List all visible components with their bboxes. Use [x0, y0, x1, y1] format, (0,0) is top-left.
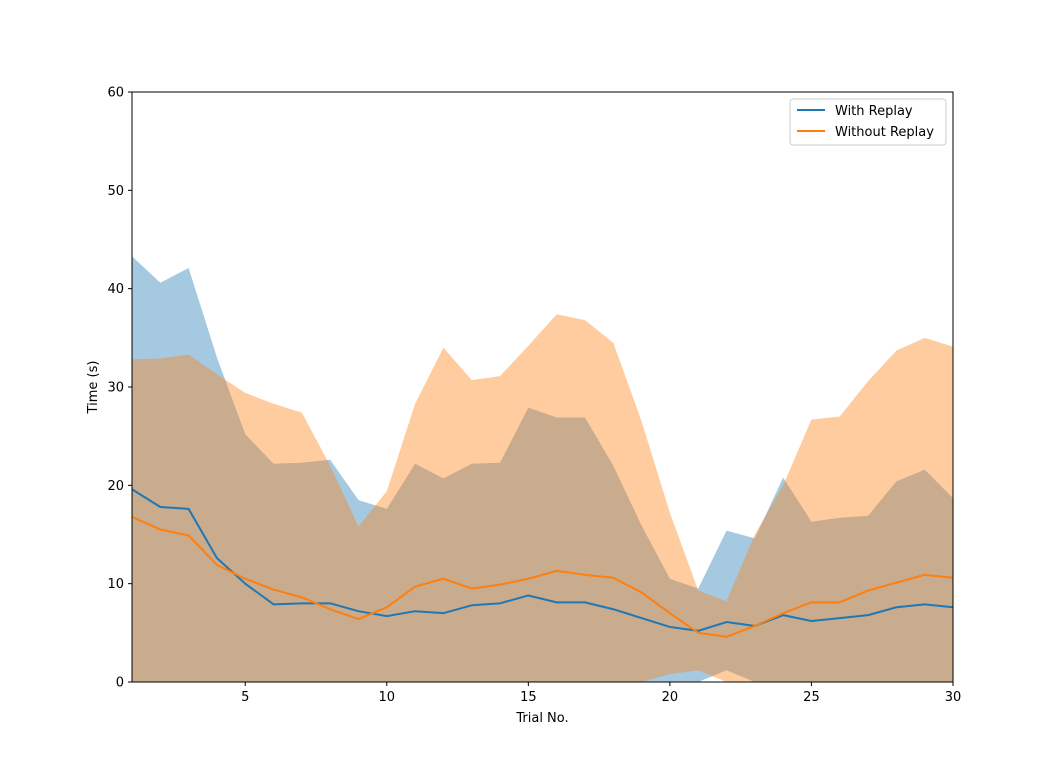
band-without-replay	[132, 314, 953, 682]
x-tick-label: 15	[520, 690, 537, 705]
x-tick-label: 25	[803, 690, 820, 705]
x-tick-label: 10	[379, 690, 396, 705]
legend: With Replay Without Replay	[789, 98, 947, 146]
y-tick-label: 30	[107, 381, 124, 396]
y-axis-ticks: 0 10 20 30 40 50 60	[107, 86, 132, 691]
series-lines	[131, 488, 954, 638]
y-tick-label: 50	[107, 184, 124, 199]
x-axis-ticks: 5 10 15 20 25 30	[241, 682, 961, 705]
x-tick-label: 20	[662, 690, 679, 705]
x-axis-label: Trial No.	[515, 711, 568, 726]
legend-label: Without Replay	[835, 125, 934, 140]
line-without-replay	[131, 515, 954, 638]
legend-label: With Replay	[835, 104, 913, 119]
legend-box	[789, 98, 947, 146]
line-with-replay	[131, 488, 954, 632]
y-tick-label: 0	[116, 676, 124, 691]
y-tick-label: 60	[107, 86, 124, 101]
y-tick-label: 40	[107, 282, 124, 297]
band-with-replay	[132, 256, 953, 682]
confidence-bands	[132, 256, 953, 682]
x-tick-label: 30	[945, 690, 962, 705]
y-tick-label: 20	[107, 479, 124, 494]
y-tick-label: 10	[107, 577, 124, 592]
x-tick-label: 5	[241, 690, 249, 705]
y-axis-label: Time (s)	[86, 361, 101, 415]
